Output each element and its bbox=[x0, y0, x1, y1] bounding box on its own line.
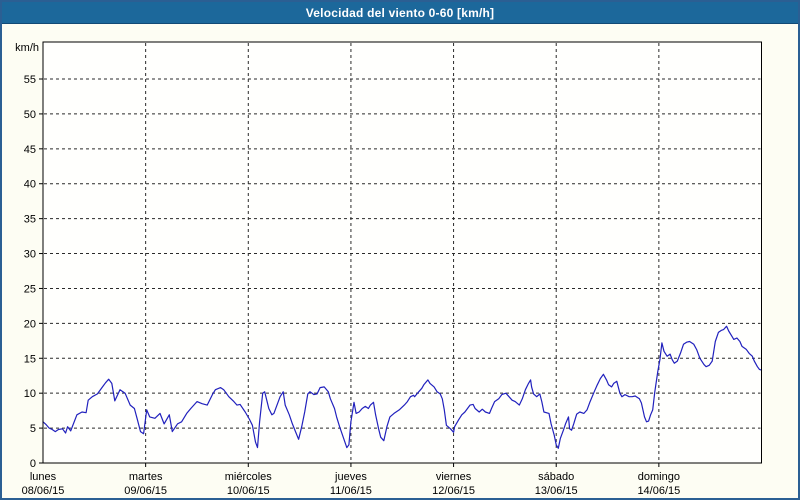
y-tick-label: 35 bbox=[24, 214, 36, 226]
y-tick-label: 45 bbox=[24, 144, 36, 156]
y-tick-label: 5 bbox=[30, 423, 36, 435]
x-date-label: 10/06/15 bbox=[227, 485, 270, 497]
wind-speed-line bbox=[42, 325, 763, 449]
title-bar: Velocidad del viento 0-60 [km/h] bbox=[2, 2, 798, 24]
y-tick-label: 30 bbox=[24, 249, 36, 261]
x-day-label: martes bbox=[129, 471, 163, 483]
y-axis-unit-label: km/h bbox=[15, 42, 39, 54]
x-date-label: 14/06/15 bbox=[637, 485, 680, 497]
y-tick-label: 50 bbox=[24, 109, 36, 121]
x-day-label: domingo bbox=[638, 471, 680, 483]
y-tick-label: 15 bbox=[24, 353, 36, 365]
x-date-label: 09/06/15 bbox=[124, 485, 167, 497]
x-day-label: lunes bbox=[30, 471, 57, 483]
x-date-label: 13/06/15 bbox=[535, 485, 578, 497]
plot-frame bbox=[42, 41, 762, 464]
y-tick-label: 25 bbox=[24, 283, 36, 295]
x-day-label: sábado bbox=[538, 471, 574, 483]
x-date-label: 11/06/15 bbox=[330, 485, 372, 497]
x-day-label: viernes bbox=[436, 471, 472, 483]
chart-title: Velocidad del viento 0-60 [km/h] bbox=[305, 5, 495, 20]
x-date-label: 12/06/15 bbox=[432, 485, 475, 497]
x-date-label: 08/06/15 bbox=[22, 485, 65, 497]
y-tick-label: 40 bbox=[24, 179, 36, 191]
y-tick-label: 20 bbox=[24, 318, 36, 330]
plot-area bbox=[43, 42, 762, 463]
y-tick-label: 10 bbox=[24, 388, 36, 400]
y-tick-label: 55 bbox=[24, 74, 36, 86]
x-day-label: jueves bbox=[334, 471, 367, 483]
x-day-label: miércoles bbox=[225, 471, 273, 483]
y-tick-label: 0 bbox=[30, 458, 36, 470]
